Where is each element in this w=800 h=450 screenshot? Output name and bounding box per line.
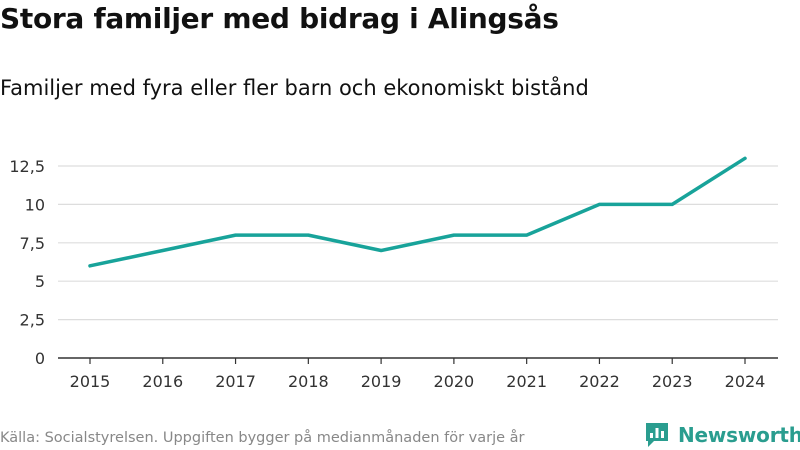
x-tick-label: 2018 [288, 372, 329, 391]
y-tick-label: 2,5 [20, 311, 45, 330]
x-tick-label: 2021 [506, 372, 547, 391]
y-tick-label: 12,5 [9, 157, 45, 176]
brand-name: Newsworthy [678, 423, 800, 447]
source-note: Källa: Socialstyrelsen. Uppgiften bygger… [0, 430, 525, 446]
y-tick-label: 7,5 [20, 234, 45, 253]
x-tick-label: 2020 [434, 372, 475, 391]
y-tick-label: 10 [25, 195, 45, 214]
x-tick-label: 2023 [652, 372, 693, 391]
y-tick-label: 0 [35, 349, 45, 368]
x-tick-label: 2017 [215, 372, 256, 391]
chart-title: Stora familjer med bidrag i Alingsås [0, 2, 559, 35]
x-tick-label: 2022 [579, 372, 620, 391]
newsworthy-logo-icon [646, 423, 668, 447]
x-tick-label: 2015 [70, 372, 111, 391]
series-line [88, 156, 747, 268]
x-tick-label: 2016 [142, 372, 183, 391]
x-tick-label: 2024 [725, 372, 766, 391]
y-tick-label: 5 [35, 272, 45, 291]
x-tick-label: 2019 [361, 372, 402, 391]
brand-logo: Newsworthy [644, 421, 800, 449]
chart-subtitle: Familjer med fyra eller fler barn och ek… [0, 76, 589, 100]
